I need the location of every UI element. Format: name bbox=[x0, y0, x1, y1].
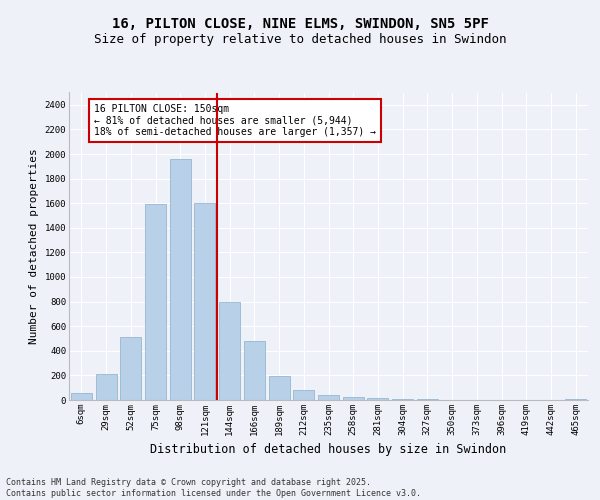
Y-axis label: Number of detached properties: Number of detached properties bbox=[29, 148, 39, 344]
Bar bbox=[293, 390, 314, 400]
Bar bbox=[95, 374, 116, 400]
Bar bbox=[343, 397, 364, 400]
Text: 16 PILTON CLOSE: 150sqm
← 81% of detached houses are smaller (5,944)
18% of semi: 16 PILTON CLOSE: 150sqm ← 81% of detache… bbox=[94, 104, 376, 137]
Bar bbox=[244, 341, 265, 400]
Bar bbox=[120, 338, 141, 400]
Bar bbox=[367, 398, 388, 400]
Bar bbox=[71, 393, 92, 400]
Bar bbox=[219, 302, 240, 400]
Text: 16, PILTON CLOSE, NINE ELMS, SWINDON, SN5 5PF: 16, PILTON CLOSE, NINE ELMS, SWINDON, SN… bbox=[112, 18, 488, 32]
X-axis label: Distribution of detached houses by size in Swindon: Distribution of detached houses by size … bbox=[151, 444, 506, 456]
Bar bbox=[170, 159, 191, 400]
Bar bbox=[269, 376, 290, 400]
Bar bbox=[194, 203, 215, 400]
Text: Contains HM Land Registry data © Crown copyright and database right 2025.
Contai: Contains HM Land Registry data © Crown c… bbox=[6, 478, 421, 498]
Text: Size of property relative to detached houses in Swindon: Size of property relative to detached ho… bbox=[94, 32, 506, 46]
Bar bbox=[392, 399, 413, 400]
Bar bbox=[318, 396, 339, 400]
Bar bbox=[565, 399, 586, 400]
Bar bbox=[145, 204, 166, 400]
